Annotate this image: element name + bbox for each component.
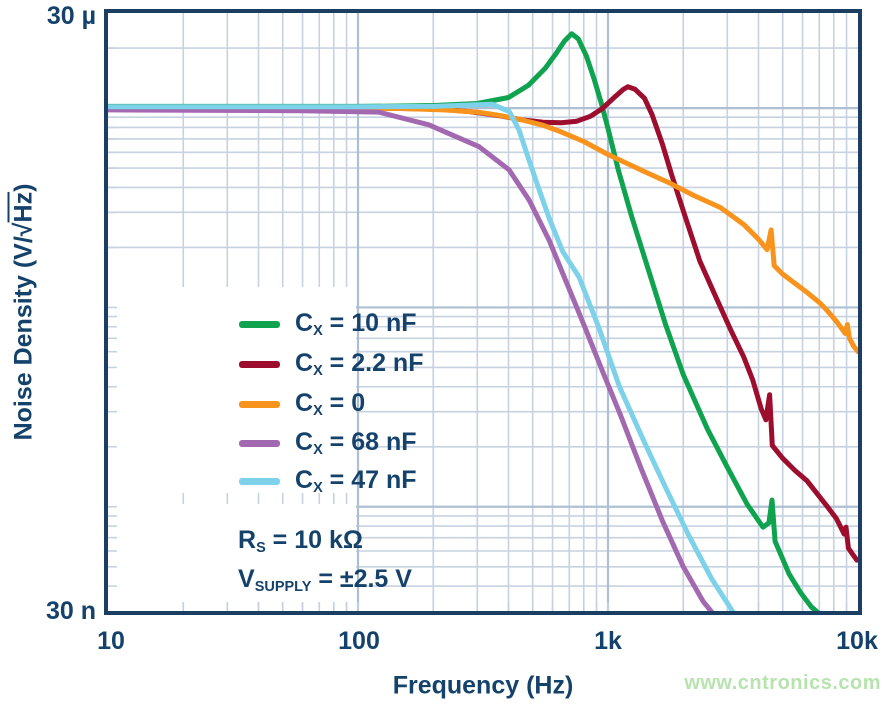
legend-item: CX = 47 nF [239,466,417,496]
legend-item: CX = 2.2 nF [239,349,423,379]
watermark: www.cntronics.com [684,672,881,694]
x-axis-title: Frequency (Hz) [392,671,574,700]
y-tick-bottom: 30 n [45,597,96,625]
legend-label: CX = 0 [295,388,366,420]
legend-label: CX = 2.2 nF [295,348,424,380]
legend-item: CX = 0 [239,389,365,419]
condition-vsupply: VSUPPLY = ±2.5 V [238,565,412,596]
legend-swatch [239,477,280,485]
x-tick-10: 10 [97,627,125,655]
legend-swatch [239,439,280,447]
condition-rs: RS = 10 kΩ [238,526,363,557]
plot-area: CX = 10 nF CX = 2.2 nF CX = 0 CX = 68 nF… [104,9,862,615]
y-tick-top: 30 µ [46,2,96,30]
x-tick-10k: 10k [836,627,878,655]
y-axis-title: Noise Density (V/√Hz) [9,183,38,441]
legend-swatch [239,360,280,368]
legend-label: CX = 47 nF [295,465,417,497]
plot-canvas [108,13,858,611]
x-tick-1k: 1k [594,627,622,655]
legend-item: CX = 10 nF [239,309,417,339]
legend-label: CX = 68 nF [295,427,417,459]
legend-label: CX = 10 nF [295,308,417,340]
legend-swatch [239,400,280,408]
legend-swatch [239,320,280,328]
legend-item: CX = 68 nF [239,428,417,458]
x-tick-100: 100 [338,627,380,655]
